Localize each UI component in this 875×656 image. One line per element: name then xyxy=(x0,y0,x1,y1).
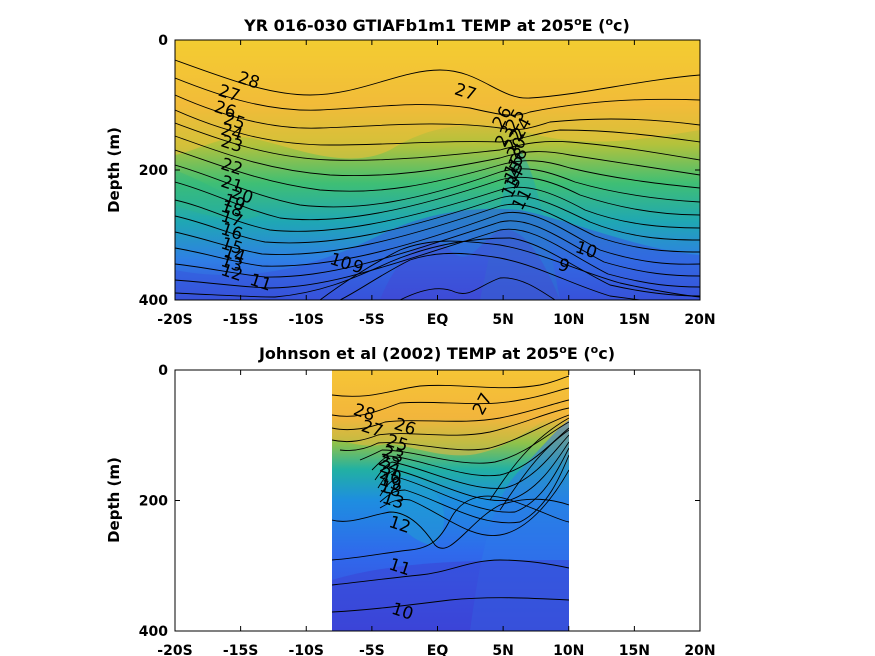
panel-bottom-xtick-label: 10N xyxy=(553,643,584,656)
panel-top-xtick-label: 10N xyxy=(553,312,584,328)
panel-bottom-ytick-label: 200 xyxy=(139,494,168,510)
panel-bottom-xtick-label: -15S xyxy=(223,643,258,656)
panel-top-xtick-label: EQ xyxy=(427,312,449,328)
panel-bottom-ylabel: Depth (m) xyxy=(105,457,123,543)
panel-top-xtick-label: 15N xyxy=(619,312,650,328)
panel-bottom-xtick-label: 20N xyxy=(684,643,715,656)
panel-top: YR 016-030 GTIAFb1m1 TEMP at 205oE (oc) xyxy=(105,15,716,328)
panel-bottom: Johnson et al (2002) TEMP at 205oE (oc) xyxy=(105,343,716,656)
panel-top-xtick-label: -20S xyxy=(157,312,192,328)
panel-bottom-xtick-label: 15N xyxy=(619,643,650,656)
panel-top-xtick-label: 20N xyxy=(684,312,715,328)
panel-top-field xyxy=(175,40,700,300)
panel-bottom-xtick-label: -10S xyxy=(289,643,324,656)
panel-top-contours xyxy=(175,59,700,300)
panel-bottom-ytick-label: 0 xyxy=(158,363,168,379)
panel-top-ytick-label: 400 xyxy=(139,293,168,309)
panel-top-ylabel: Depth (m) xyxy=(105,127,123,213)
panel-bottom-ticks: -20S -15S -10S -5S EQ 5N 10N 15N 20N 0 200 400 xyxy=(139,363,716,656)
panel-bottom-xtick-label: -5S xyxy=(359,643,385,656)
panel-top-xtick-label: 5N xyxy=(492,312,513,328)
panel-top-xtick-label: -5S xyxy=(359,312,385,328)
panel-top-ticks: -20S -15S -10S -5S EQ 5N 10N 15N 20N 0 200 400 xyxy=(139,33,716,328)
panel-bottom-title: Johnson et al (2002) TEMP at 205oE (oc) xyxy=(258,343,615,363)
panel-top-title: YR 016-030 GTIAFb1m1 TEMP at 205oE (oc) xyxy=(243,15,630,35)
panel-top-ytick-label: 0 xyxy=(158,33,168,49)
panel-bottom-xtick-label: 5N xyxy=(492,643,513,656)
panel-bottom-xtick-label: EQ xyxy=(427,643,449,656)
panel-bottom-xtick-label: -20S xyxy=(157,643,192,656)
panel-bottom-contours xyxy=(332,375,569,613)
panel-top-xtick-label: -15S xyxy=(223,312,258,328)
panel-top-xtick-label: -10S xyxy=(289,312,324,328)
panel-top-ytick-label: 200 xyxy=(139,163,168,179)
panel-bottom-ytick-label: 400 xyxy=(139,624,168,640)
